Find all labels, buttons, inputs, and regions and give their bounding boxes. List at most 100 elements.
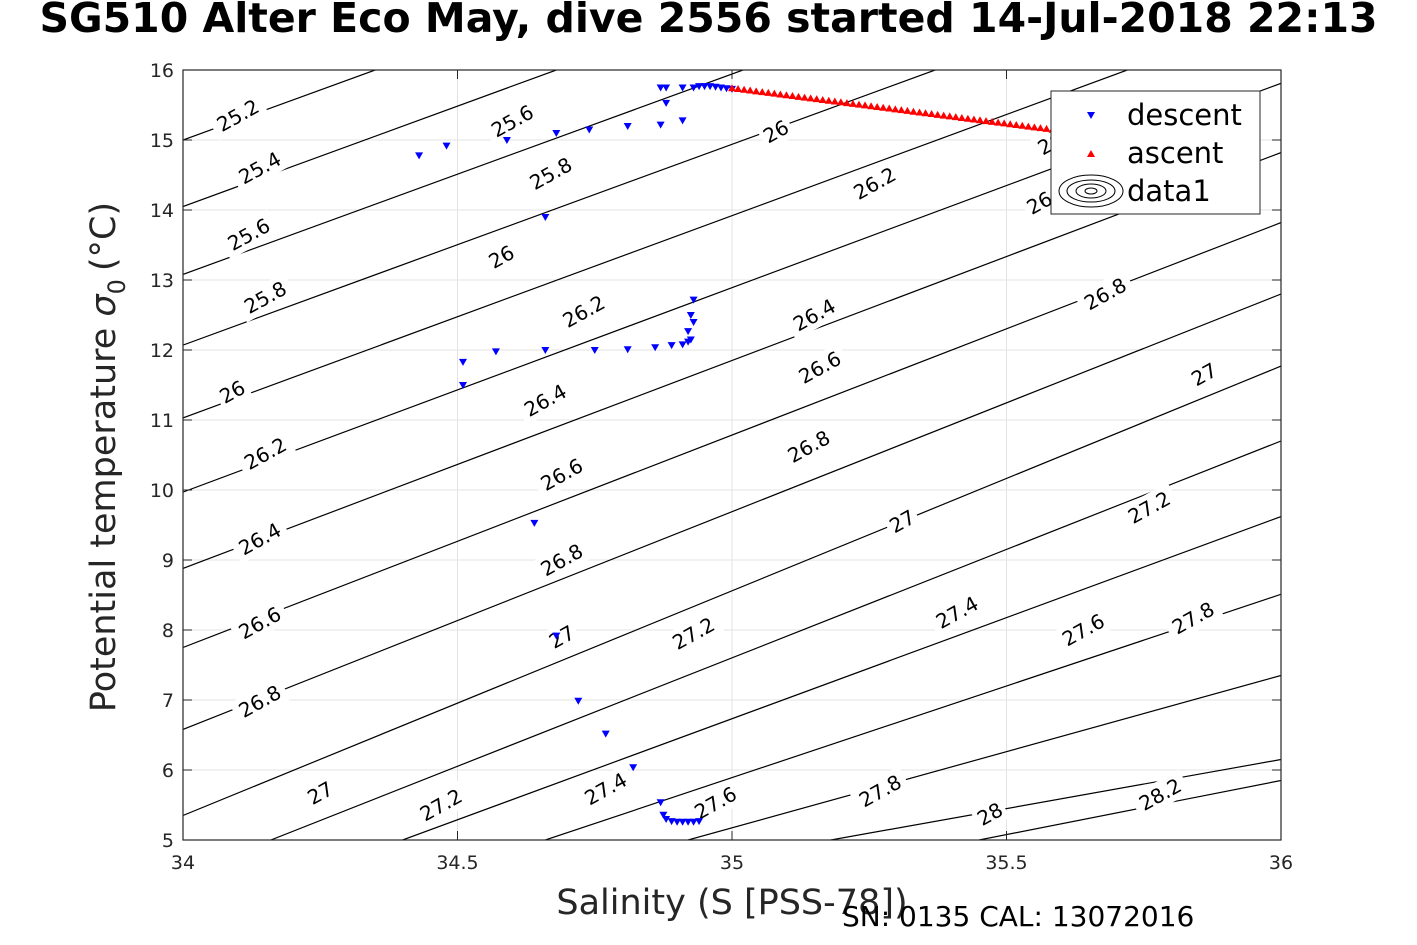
ascent-point bbox=[836, 98, 845, 106]
svg-text:27: 27 bbox=[885, 505, 919, 538]
descent-point bbox=[491, 348, 500, 356]
ascent-point bbox=[921, 109, 930, 117]
ascent-point bbox=[915, 108, 924, 116]
contour-label: 26.2 bbox=[552, 286, 615, 337]
ascent-point bbox=[788, 92, 797, 100]
contour-label: 26.4 bbox=[783, 290, 846, 340]
descent-point bbox=[656, 84, 665, 92]
contour-label: 27.6 bbox=[684, 777, 747, 828]
contour-line-26 bbox=[183, 70, 1128, 419]
x-tick-label: 35.5 bbox=[985, 852, 1027, 874]
contour-line-27-2 bbox=[270, 440, 1281, 840]
y-tick-label: 10 bbox=[150, 480, 174, 502]
ascent-point bbox=[806, 94, 815, 102]
y-tick-label: 9 bbox=[162, 550, 174, 572]
y-tick-label: 6 bbox=[162, 760, 174, 782]
ascent-point bbox=[951, 113, 960, 121]
descent-point bbox=[552, 632, 561, 640]
contour-line-28-2 bbox=[978, 779, 1281, 840]
ascent-point bbox=[1018, 121, 1027, 129]
contour-label: 25.8 bbox=[520, 148, 582, 199]
contour-label: 26.8 bbox=[1074, 269, 1137, 319]
contour-label: 27.4 bbox=[574, 763, 637, 814]
descent-point bbox=[585, 126, 594, 134]
descent-point bbox=[667, 818, 676, 826]
ascent-point bbox=[824, 96, 833, 104]
descent-point bbox=[695, 818, 704, 826]
descent-point bbox=[678, 84, 687, 92]
y-tick-label: 12 bbox=[150, 340, 174, 362]
contour-label: 27 bbox=[299, 773, 341, 813]
y-tick-label: 5 bbox=[162, 830, 174, 852]
contour-label: 26 bbox=[755, 112, 797, 151]
legend: descent ascent data1 bbox=[1050, 90, 1261, 215]
descent-point bbox=[530, 519, 539, 527]
contour-line-25-2 bbox=[183, 70, 376, 141]
contour-label: 27.6 bbox=[1052, 605, 1115, 655]
contour-label: 27 bbox=[541, 617, 583, 657]
contour-label: 26.4 bbox=[229, 514, 291, 564]
descent-point bbox=[659, 811, 668, 819]
ascent-point bbox=[957, 113, 966, 121]
descent-point bbox=[673, 818, 682, 826]
ascent-point bbox=[818, 95, 827, 103]
contour-label: 26.2 bbox=[234, 428, 297, 479]
descent-point bbox=[695, 83, 704, 91]
contour-line-26-4 bbox=[183, 152, 1281, 569]
y-tick-label: 7 bbox=[162, 690, 174, 712]
grid bbox=[182, 69, 1282, 841]
ascent-point bbox=[812, 95, 821, 103]
x-tick-label: 34.5 bbox=[436, 852, 478, 874]
ascent-point bbox=[933, 110, 942, 118]
descent-point bbox=[415, 152, 424, 160]
descent-point bbox=[541, 214, 550, 221]
ascent-point bbox=[842, 99, 851, 107]
svg-text:26: 26 bbox=[759, 115, 793, 148]
contour-label: 26.8 bbox=[778, 421, 840, 472]
y-tick-label: 13 bbox=[150, 270, 174, 292]
ascent-point bbox=[945, 112, 954, 120]
ascent-point bbox=[873, 102, 882, 110]
descent-point bbox=[706, 83, 715, 91]
descent-point bbox=[502, 137, 511, 144]
y-tick-label: 15 bbox=[150, 130, 174, 152]
ascent-point bbox=[909, 107, 918, 115]
x-tick-label: 34 bbox=[171, 852, 195, 874]
descent-point bbox=[678, 117, 687, 125]
contour-line-27-6 bbox=[545, 593, 1281, 840]
chart-title: SG510 Alter Eco May, dive 2556 started 1… bbox=[39, 0, 1378, 42]
contour-label: 27.2 bbox=[410, 780, 472, 830]
descent-point bbox=[623, 346, 632, 354]
legend-descent-marker bbox=[1087, 112, 1095, 119]
ascent-point bbox=[969, 115, 978, 123]
descent-series bbox=[415, 83, 736, 826]
y-axis-label-symbol: σ bbox=[84, 293, 124, 317]
ascent-point bbox=[897, 106, 906, 114]
descent-point bbox=[662, 816, 671, 823]
ascent-point bbox=[891, 105, 900, 113]
ascent-point bbox=[800, 93, 809, 101]
y-axis-label-subscript: 0 bbox=[103, 279, 131, 294]
descent-point bbox=[651, 344, 660, 352]
svg-text:27: 27 bbox=[303, 776, 337, 809]
descent-point bbox=[684, 328, 693, 336]
contour-label: 26 bbox=[481, 237, 522, 277]
contour-label: 27.8 bbox=[1162, 593, 1224, 644]
ascent-point bbox=[994, 118, 1003, 126]
contour-label: 26.4 bbox=[514, 375, 577, 426]
ascent-point bbox=[861, 101, 870, 109]
descent-point bbox=[678, 818, 687, 826]
contour-label: 25.4 bbox=[229, 143, 291, 193]
ascent-point bbox=[982, 117, 991, 125]
ascent-point bbox=[734, 84, 743, 92]
svg-text:26: 26 bbox=[484, 240, 518, 273]
ascent-point bbox=[1006, 120, 1015, 128]
ascent-point bbox=[903, 106, 912, 114]
descent-point bbox=[689, 296, 698, 304]
descent-point bbox=[689, 319, 698, 326]
y-tick-label: 11 bbox=[150, 410, 174, 432]
ascent-point bbox=[776, 90, 785, 98]
descent-point bbox=[656, 121, 665, 129]
ascent-point bbox=[764, 88, 773, 96]
